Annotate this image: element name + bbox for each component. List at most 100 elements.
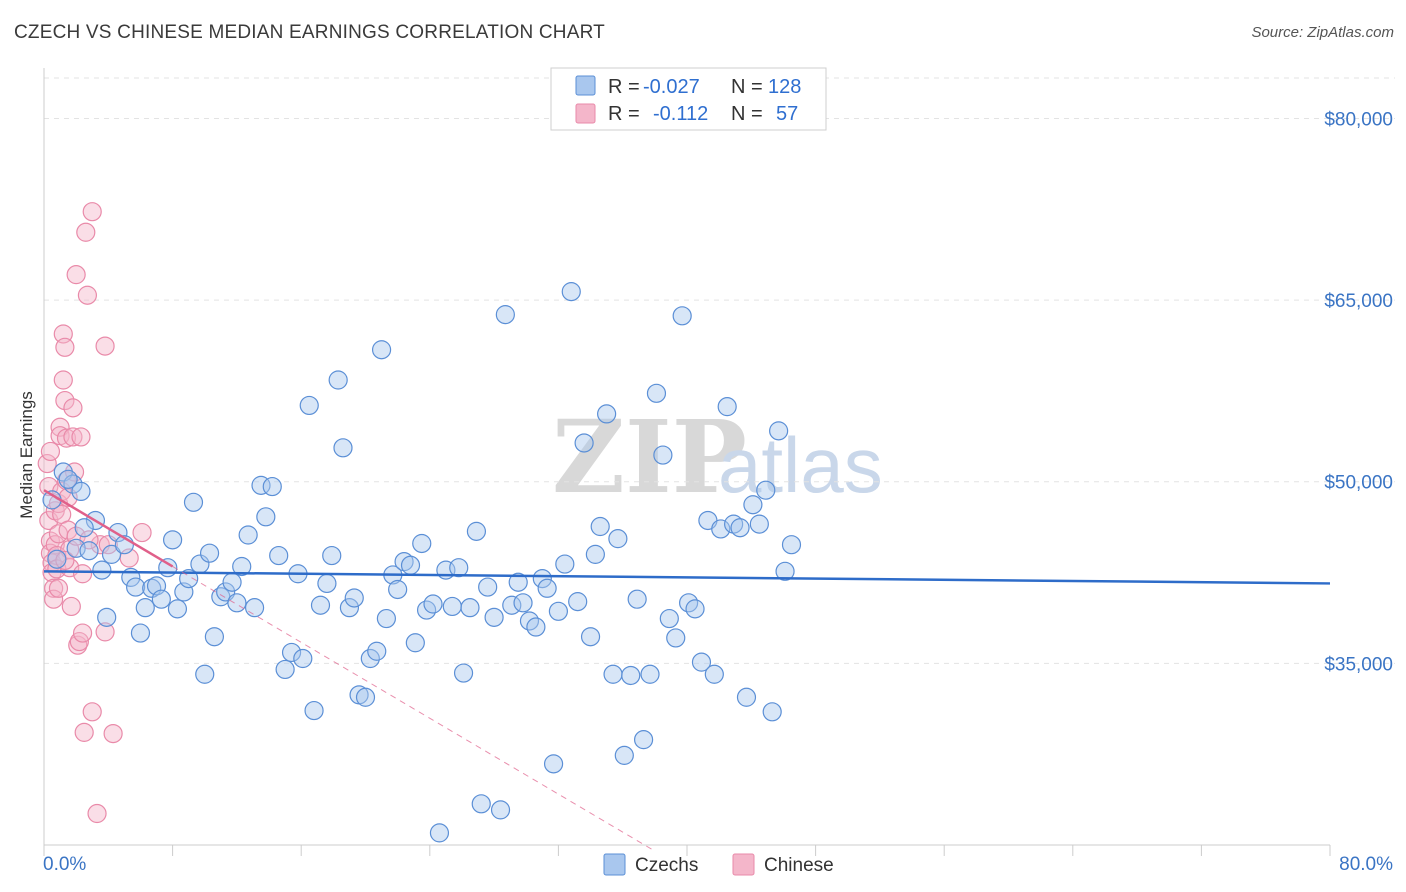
series-chinese-points xyxy=(37,202,152,824)
chinese-point-31 xyxy=(63,427,83,447)
watermark-atlas: atlas xyxy=(718,421,883,509)
legend-n-label-chinese: N = xyxy=(731,103,763,125)
gridlines xyxy=(44,77,1395,664)
czech-point-117 xyxy=(736,687,757,707)
czech-point-103 xyxy=(646,383,667,403)
chinese-point-53 xyxy=(48,578,69,598)
czech-point-126 xyxy=(58,469,78,489)
czech-point-51 xyxy=(339,598,360,618)
czech-point-45 xyxy=(304,700,324,721)
czech-point-96 xyxy=(603,664,623,684)
czech-point-63 xyxy=(405,633,425,653)
czech-point-31 xyxy=(222,572,242,592)
chinese-point-23 xyxy=(56,428,77,448)
trend-line-czechs xyxy=(43,570,1331,585)
y-axis-label: Median Earnings xyxy=(17,391,36,519)
czech-point-46 xyxy=(310,595,331,615)
czech-point-115 xyxy=(724,514,744,534)
czech-point-124 xyxy=(781,535,802,555)
legend-swatch-chinese xyxy=(575,103,596,124)
czech-point-125 xyxy=(47,549,67,569)
czech-point-109 xyxy=(685,599,705,619)
chinese-point-52 xyxy=(40,441,61,462)
czech-point-98 xyxy=(614,745,634,765)
czech-point-40 xyxy=(275,659,295,680)
legend-r-value-czechs: -0.027 xyxy=(643,76,700,98)
series-legend-label-chinese: Chinese xyxy=(764,855,834,876)
chinese-point-7 xyxy=(44,578,64,598)
czech-point-123 xyxy=(775,561,795,581)
czech-point-15 xyxy=(135,598,155,618)
series-legend-label-czechs: Czechs xyxy=(635,855,698,876)
czech-point-41 xyxy=(281,642,302,663)
chinese-point-43 xyxy=(82,202,102,222)
czech-point-90 xyxy=(568,592,588,612)
chinese-point-50 xyxy=(103,723,123,744)
czech-point-35 xyxy=(244,598,265,618)
chinese-point-21 xyxy=(55,337,75,357)
series-legend: Czechs Chinese xyxy=(603,853,834,876)
czech-point-110 xyxy=(691,652,712,672)
czech-point-127 xyxy=(74,518,94,538)
czech-point-83 xyxy=(526,617,546,637)
czech-point-24 xyxy=(183,492,204,512)
czech-point-21 xyxy=(167,599,188,619)
czech-point-112 xyxy=(704,664,724,684)
watermark: ZIP atlas xyxy=(552,398,883,516)
czech-point-85 xyxy=(537,578,557,598)
czech-point-121 xyxy=(762,702,782,722)
y-tick-label-3: $80,000 xyxy=(1324,109,1393,130)
x-tick-label-min: 0.0% xyxy=(43,854,86,875)
chinese-point-32 xyxy=(64,462,85,482)
czech-point-49 xyxy=(328,370,348,390)
legend-swatch-czechs xyxy=(575,75,596,96)
czech-point-122 xyxy=(769,421,789,441)
trend-line-chinese xyxy=(43,489,174,568)
source-credit: Source: ZipAtlas.com xyxy=(1251,24,1394,41)
chinese-point-19 xyxy=(53,370,73,390)
trend-lines xyxy=(43,489,1331,852)
czech-point-94 xyxy=(590,516,610,537)
czech-point-104 xyxy=(653,445,673,465)
legend-n-label-czechs: N = xyxy=(731,76,763,98)
czech-point-77 xyxy=(490,800,511,820)
legend-n-value-czechs: 128 xyxy=(768,76,801,98)
czech-point-69 xyxy=(442,596,462,617)
legend-r-value-chinese: -0.112 xyxy=(653,103,708,125)
axes xyxy=(43,68,1331,856)
chinese-point-33 xyxy=(66,265,86,285)
czech-point-14 xyxy=(130,623,151,643)
czech-point-113 xyxy=(711,519,731,539)
czech-point-52 xyxy=(344,588,364,608)
chinese-point-39 xyxy=(72,564,93,584)
czech-point-81 xyxy=(513,593,533,613)
czech-point-78 xyxy=(495,305,515,325)
czech-point-60 xyxy=(388,579,408,600)
x-tick-label-max: 80.0% xyxy=(1339,854,1393,875)
y-tick-label-2: $65,000 xyxy=(1324,291,1393,312)
czech-point-55 xyxy=(360,648,380,669)
czech-point-71 xyxy=(453,663,474,683)
watermark-zip: ZIP xyxy=(552,398,747,516)
czech-point-120 xyxy=(756,480,776,500)
czech-point-26 xyxy=(195,664,215,684)
chinese-point-51 xyxy=(132,522,152,543)
series-czech-points xyxy=(42,282,802,843)
czech-point-27 xyxy=(199,543,220,563)
czech-point-13 xyxy=(126,577,146,597)
czech-point-8 xyxy=(97,607,117,627)
czech-point-48 xyxy=(322,545,342,566)
chinese-point-45 xyxy=(87,803,107,824)
czech-point-62 xyxy=(400,555,421,575)
czech-point-33 xyxy=(232,556,252,577)
chinese-point-47 xyxy=(95,336,115,356)
correlation-legend: R = -0.027 N = 128 R = -0.112 N = 57 xyxy=(550,67,827,131)
czech-point-75 xyxy=(478,577,498,597)
czech-point-88 xyxy=(555,554,575,574)
czech-point-93 xyxy=(585,544,605,564)
czech-point-102 xyxy=(640,664,660,684)
czech-point-64 xyxy=(412,533,432,554)
czech-point-43 xyxy=(293,648,313,669)
czech-point-23 xyxy=(179,568,199,589)
